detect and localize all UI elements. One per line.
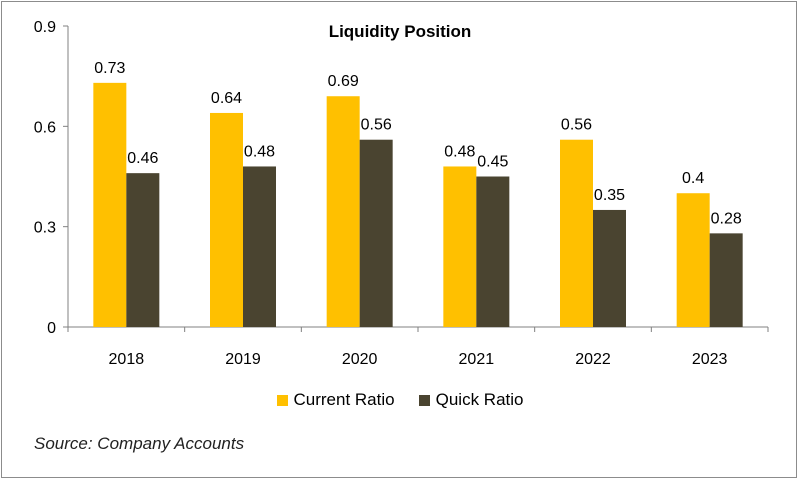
source-note: Source: Company Accounts [34, 434, 245, 453]
x-tick-label: 2021 [459, 351, 495, 368]
data-label-current-ratio: 0.48 [444, 143, 475, 160]
bar-quick-ratio [243, 166, 276, 327]
bar-quick-ratio [476, 176, 510, 327]
data-label-quick-ratio: 0.35 [594, 187, 625, 204]
bar-current-ratio [93, 82, 127, 327]
bar-current-ratio [676, 193, 710, 327]
data-label-quick-ratio: 0.48 [244, 143, 275, 160]
x-tick-label: 2018 [109, 351, 145, 368]
data-label-current-ratio: 0.64 [211, 90, 242, 107]
data-label-current-ratio: 0.4 [682, 170, 704, 187]
data-label-quick-ratio: 0.28 [711, 210, 742, 227]
bar-current-ratio [560, 139, 593, 327]
data-label-current-ratio: 0.69 [328, 73, 359, 90]
bar-current-ratio [443, 166, 477, 327]
x-tick-label: 2019 [225, 351, 261, 368]
y-tick-label: 0.9 [34, 19, 56, 36]
data-label-quick-ratio: 0.56 [361, 117, 392, 134]
data-label-current-ratio: 0.56 [561, 117, 592, 134]
data-label-current-ratio: 0.73 [94, 60, 125, 77]
legend-item-quick-ratio: Quick Ratio [418, 390, 524, 410]
legend-swatch-current-ratio [276, 394, 288, 406]
bar-current-ratio [210, 112, 243, 327]
bar-current-ratio [326, 96, 360, 327]
y-tick-label: 0 [47, 320, 56, 337]
x-tick-label: 2022 [575, 351, 611, 368]
data-label-quick-ratio: 0.46 [127, 150, 158, 167]
legend-swatch-quick-ratio [418, 394, 430, 406]
x-tick-label: 2020 [342, 351, 378, 368]
x-tick-label: 2023 [692, 351, 728, 368]
y-tick-label: 0.6 [34, 119, 56, 136]
legend-item-current-ratio: Current Ratio [276, 390, 395, 410]
legend-label-current-ratio: Current Ratio [293, 390, 395, 409]
data-label-quick-ratio: 0.45 [477, 154, 508, 171]
bar-quick-ratio [126, 173, 160, 327]
bar-quick-ratio [709, 233, 743, 327]
legend-label-quick-ratio: Quick Ratio [435, 390, 524, 409]
legend: Current Ratio Quick Ratio [0, 390, 800, 410]
chart-title: Liquidity Position [328, 22, 472, 41]
y-tick-label: 0.3 [34, 220, 56, 237]
bar-quick-ratio [359, 139, 393, 327]
bar-quick-ratio [593, 209, 626, 327]
